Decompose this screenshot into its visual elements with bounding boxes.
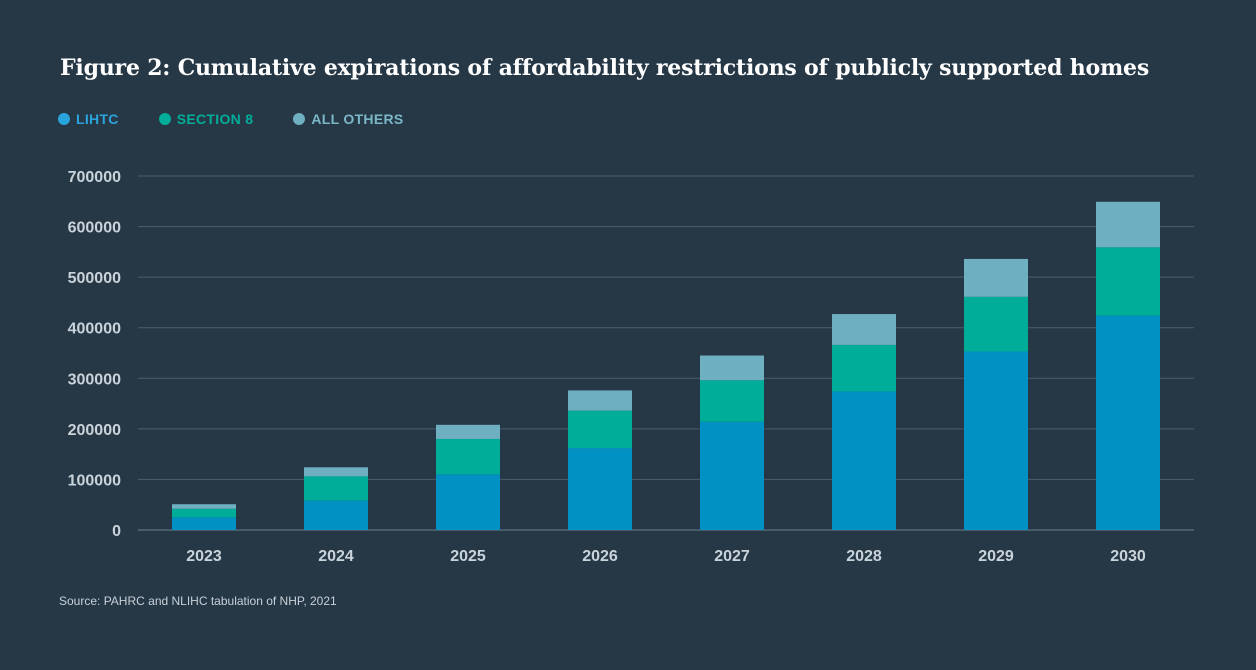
bar-lihtc-2026	[568, 448, 632, 530]
x-tick-label: 2028	[846, 548, 882, 565]
legend-label-section-8: SECTION 8	[176, 111, 254, 127]
y-tick-label: 500000	[68, 270, 121, 287]
legend-item-lihtc: LIHTC	[58, 111, 119, 127]
x-tick-label: 2023	[186, 548, 222, 565]
y-tick-label: 200000	[68, 422, 121, 439]
legend-swatch-lihtc	[58, 113, 70, 125]
legend-label-all-others: ALL OTHERS	[311, 111, 404, 127]
y-tick-label: 0	[112, 523, 121, 540]
y-tick-label: 700000	[68, 169, 121, 186]
bar-all-others-2028	[832, 314, 896, 345]
bar-all-others-2029	[964, 258, 1028, 297]
bar-lihtc-2029	[964, 351, 1028, 530]
chart-title: Figure 2: Cumulative expirations of affo…	[60, 55, 1150, 81]
bar-lihtc-2028	[832, 391, 896, 530]
bar-all-others-2025	[436, 424, 500, 439]
bar-section-8-2026	[568, 410, 632, 449]
bar-section-8-2029	[964, 296, 1028, 352]
bar-lihtc-2025	[436, 474, 500, 530]
y-tick-label: 300000	[68, 371, 121, 388]
x-tick-label: 2030	[1110, 548, 1146, 565]
bar-lihtc-2023	[172, 517, 236, 530]
y-tick-label: 400000	[68, 321, 121, 338]
y-tick-label: 600000	[68, 220, 121, 237]
legend-item-all-others: ALL OTHERS	[293, 111, 403, 127]
bar-all-others-2024	[304, 467, 368, 477]
bar-section-8-2028	[832, 344, 896, 392]
bar-section-8-2023	[172, 508, 236, 518]
bar-lihtc-2024	[304, 500, 368, 530]
x-tick-label: 2025	[450, 548, 486, 565]
x-tick-label: 2024	[318, 548, 354, 565]
legend-item-section-8: SECTION 8	[158, 111, 254, 127]
bar-all-others-2026	[568, 390, 632, 411]
legend-swatch-all-others	[293, 113, 306, 125]
legend-label-lihtc: LIHTC	[76, 111, 119, 127]
bar-all-others-2023	[172, 504, 236, 509]
bar-section-8-2024	[304, 476, 368, 501]
bar-section-8-2030	[1096, 247, 1160, 316]
x-tick-label: 2026	[582, 548, 618, 565]
bar-lihtc-2030	[1096, 315, 1160, 530]
bar-section-8-2027	[700, 380, 764, 422]
bar-lihtc-2027	[700, 421, 764, 530]
legend: LIHTC SECTION 8 ALL OTHERS	[58, 111, 444, 127]
legend-swatch-section-8	[158, 113, 171, 125]
bar-section-8-2025	[436, 438, 500, 475]
source-note: Source: PAHRC and NLIHC tabulation of NH…	[59, 594, 337, 608]
bar-all-others-2030	[1096, 201, 1160, 248]
y-tick-label: 100000	[68, 472, 121, 489]
bar-all-others-2027	[700, 355, 764, 381]
x-tick-label: 2029	[978, 548, 1014, 565]
x-tick-label: 2027	[714, 548, 750, 565]
